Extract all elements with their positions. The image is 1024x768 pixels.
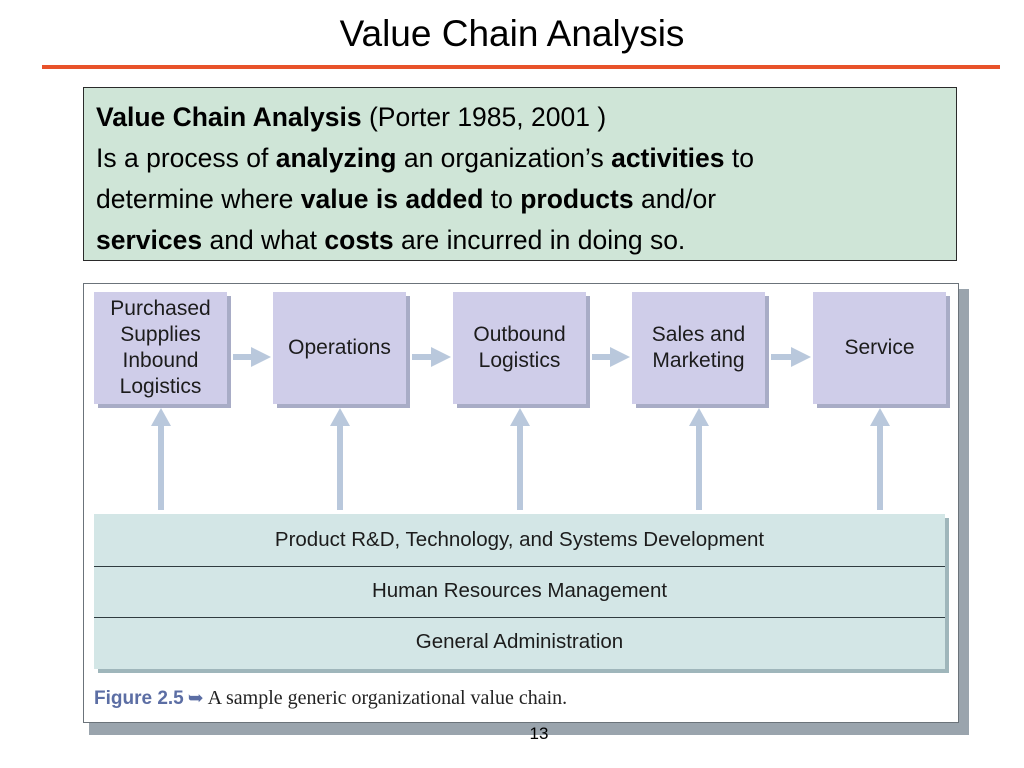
- definition-line2-run: analyzing: [275, 143, 397, 173]
- page-number: 13: [529, 724, 549, 743]
- flow-arrow-icon: [233, 347, 271, 367]
- support-row-divider: [94, 617, 945, 618]
- flow-arrow-icon: [412, 347, 451, 367]
- title-divider: [42, 65, 1000, 69]
- caption-arrow-icon: ➥: [187, 687, 204, 709]
- primary-activity-label: Operations: [288, 336, 391, 359]
- primary-activity-box: Service: [813, 292, 946, 404]
- definition-line3-run: determine where: [96, 184, 301, 214]
- flow-arrow-icon: [592, 347, 630, 367]
- definition-line3-run: to: [483, 184, 521, 214]
- figure-label: Figure 2.5: [94, 688, 184, 709]
- definition-line-1: Value Chain Analysis (Porter 1985, 2001 …: [96, 97, 956, 138]
- slide-title: Value Chain Analysis: [339, 13, 685, 54]
- definition-line-4: services and what costs are incurred in …: [96, 220, 956, 261]
- primary-activity-label: Purchased Supplies Inbound Logistics: [110, 297, 211, 398]
- support-row-divider: [94, 566, 945, 567]
- definition-line4-run: costs: [324, 225, 394, 255]
- support-activity-row: General Administration: [415, 629, 624, 653]
- figure-caption: Figure 2.5 ➥ A sample generic organization…: [94, 687, 567, 710]
- support-arrow-icon: [329, 408, 350, 510]
- definition-term: Value Chain Analysis: [96, 102, 362, 132]
- figure-caption-text: A sample generic organizational value ch…: [207, 687, 568, 709]
- primary-activity-label: Sales and Marketing: [651, 323, 746, 372]
- definition-line2-run: to: [724, 143, 754, 173]
- primary-activity-label: Outbound Logistics: [473, 323, 566, 372]
- primary-activity-box: Operations: [273, 292, 406, 404]
- definition-line4-run: are incurred in doing so.: [393, 225, 686, 255]
- definition-line4-run: and what: [202, 225, 325, 255]
- flow-arrow-icon: [771, 347, 811, 367]
- primary-activity-box: Sales and Marketing: [632, 292, 765, 404]
- definition-line2-run: Is a process of: [96, 143, 276, 173]
- definition-line2-run: activities: [611, 143, 725, 173]
- support-activity-row: Product R&D, Technology, and Systems Dev…: [274, 527, 765, 551]
- support-arrow-icon: [509, 408, 530, 510]
- primary-activity-box: Outbound Logistics: [453, 292, 586, 404]
- primary-activity-label: Service: [844, 336, 915, 359]
- definition-line3-run: value is added: [300, 184, 484, 214]
- support-arrow-icon: [688, 408, 709, 510]
- support-activities-block: Product R&D, Technology, and Systems Dev…: [94, 514, 945, 669]
- definition-line3-run: products: [520, 184, 634, 214]
- definition-line3-run: and/or: [633, 184, 717, 214]
- definition-line2-run: an organization’s: [396, 143, 612, 173]
- definition-box: Value Chain Analysis (Porter 1985, 2001 …: [83, 87, 957, 261]
- support-activity-row: Human Resources Management: [371, 578, 668, 602]
- value-chain-figure: Product R&D, Technology, and Systems Dev…: [83, 283, 959, 723]
- support-arrow-icon: [869, 408, 890, 510]
- definition-citation: (Porter 1985, 2001 ): [361, 102, 607, 132]
- primary-activity-box: Purchased Supplies Inbound Logistics: [94, 292, 227, 404]
- definition-line-2: Is a process of analyzing an organizatio…: [96, 138, 956, 179]
- definition-line-3: determine where value is added to produc…: [96, 179, 956, 220]
- definition-line4-run: services: [96, 225, 203, 255]
- support-arrow-icon: [150, 408, 171, 510]
